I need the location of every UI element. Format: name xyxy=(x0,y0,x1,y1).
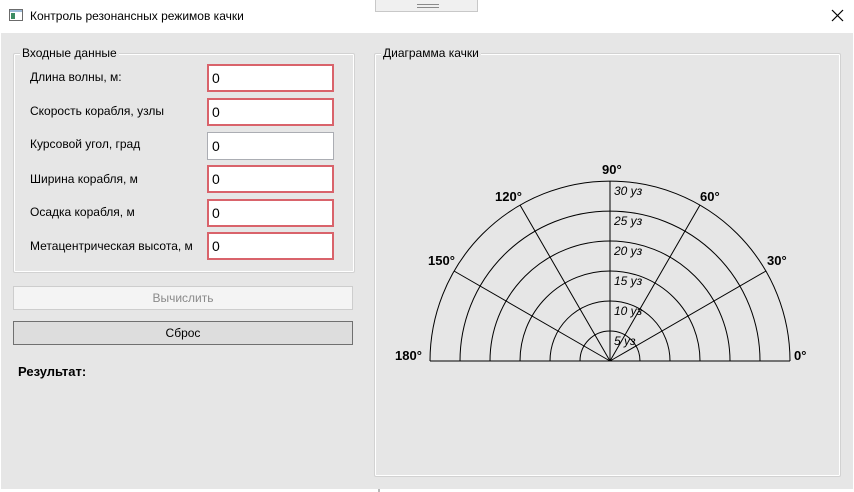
ship-draft-label: Осадка корабля, м xyxy=(30,205,135,219)
ship-speed-label: Скорость корабля, узлы xyxy=(30,104,165,118)
ship-width-label: Ширина корабля, м xyxy=(30,172,138,186)
title-bar: Контроль резонансных режимов качки xyxy=(0,0,854,33)
ship-width-input[interactable] xyxy=(207,165,334,193)
calculate-button[interactable]: Вычислить xyxy=(13,286,353,310)
window-bottom-edge xyxy=(0,489,854,492)
app-window-icon xyxy=(9,9,23,21)
course-angle-input[interactable] xyxy=(207,132,334,160)
input-data-group-title: Входные данные xyxy=(20,46,119,60)
drag-handle[interactable] xyxy=(375,0,478,12)
metacentric-height-label: Метацентрическая высота, м xyxy=(30,239,193,253)
close-icon xyxy=(831,9,844,22)
rolling-diagram-group-title: Диаграмма качки xyxy=(381,46,481,60)
ship-draft-input[interactable] xyxy=(207,199,334,227)
course-angle-label: Курсовой угол, град xyxy=(30,137,141,151)
main-window-content: Входные данные Длина волны, м: Скорость … xyxy=(1,33,853,489)
rolling-diagram-group: Диаграмма качки xyxy=(374,46,841,477)
close-button[interactable] xyxy=(820,0,854,32)
input-data-group: Входные данные xyxy=(13,46,355,273)
reset-button[interactable]: Сброс xyxy=(13,321,353,345)
ship-speed-input[interactable] xyxy=(207,98,334,126)
result-label: Результат: xyxy=(18,364,87,379)
wave-length-input[interactable] xyxy=(207,64,334,92)
metacentric-height-input[interactable] xyxy=(207,232,334,260)
window-title: Контроль резонансных режимов качки xyxy=(30,9,244,23)
wave-length-label: Длина волны, м: xyxy=(30,70,122,84)
